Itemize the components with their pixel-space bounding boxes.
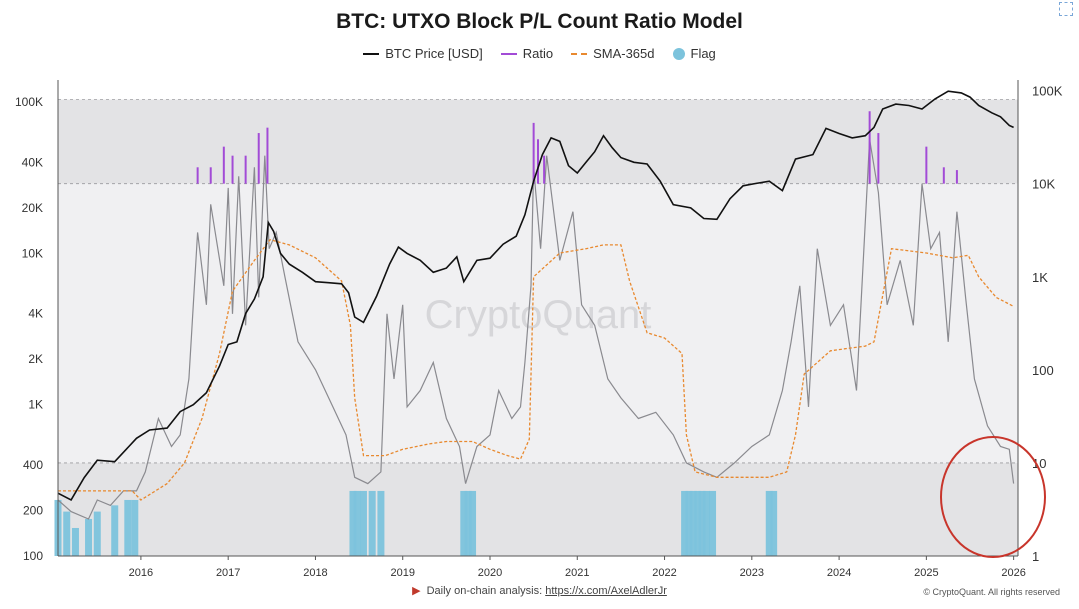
flag-bar: [124, 499, 132, 556]
legend-label-flag: Flag: [690, 46, 716, 61]
left-tick-label: 4K: [28, 307, 43, 321]
flag-bar: [698, 490, 706, 556]
legend-label-sma: SMA-365d: [593, 46, 655, 61]
flag-bar: [359, 490, 367, 556]
chart-title: BTC: UTXO Block P/L Count Ratio Model: [336, 10, 743, 33]
flag-bar: [111, 505, 119, 556]
legend-label-btc-price: BTC Price [USD]: [385, 46, 483, 61]
right-tick-label: 10: [1032, 456, 1046, 471]
x-tick-label: 2016: [129, 567, 153, 579]
price-line: [57, 90, 1014, 501]
footer-text: Daily on-chain analysis:: [426, 585, 546, 597]
axes-layer: 100K 40K 20K 10K 4K 2K 1K 400 200 100 100K 10K 1K 100…: [15, 80, 1063, 579]
x-tick-label: 2022: [652, 567, 676, 579]
legend-swatch-btc-price: [363, 52, 380, 55]
left-tick-label: 2K: [28, 352, 43, 366]
flag-bar: [63, 511, 71, 556]
watermark: CryptoQuant: [425, 293, 652, 337]
flag-bar: [131, 499, 139, 556]
left-tick-label: 400: [23, 458, 43, 472]
copyright: © CryptoQuant. All rights reserved: [923, 587, 1060, 597]
footer-link[interactable]: https://x.com/AxelAdlerJr: [545, 585, 667, 597]
legend-swatch-flag: [672, 47, 685, 60]
flag-bar: [469, 490, 477, 556]
chart-legend: BTC Price [USD] Ratio SMA-365d Flag: [0, 46, 1079, 61]
left-tick-label: 10K: [22, 246, 43, 260]
right-tick-label: 100K: [1032, 84, 1063, 99]
x-tick-label: 2017: [216, 567, 240, 579]
flag-layer: [54, 490, 778, 556]
x-tick-label: 2020: [478, 567, 502, 579]
flag-bar: [685, 490, 693, 556]
legend-swatch-ratio: [500, 52, 517, 55]
flag-bar: [770, 490, 778, 556]
right-tick-label: 100: [1032, 363, 1054, 378]
x-tick-label: 2026: [1001, 567, 1025, 579]
x-tick-label: 2021: [565, 567, 589, 579]
sma-line: [58, 238, 1014, 501]
flag-bar: [681, 490, 689, 556]
legend-item-sma[interactable]: SMA-365d: [571, 46, 655, 61]
x-tick-label: 2019: [390, 567, 414, 579]
legend-item-btc-price[interactable]: BTC Price [USD]: [363, 46, 483, 61]
flag-bar: [464, 490, 472, 556]
right-tick-label: 1: [1032, 549, 1039, 564]
x-tick-label: 2025: [914, 567, 938, 579]
flag-bar: [93, 511, 101, 556]
flag-bar: [349, 490, 357, 556]
left-tick-label: 100: [23, 549, 43, 563]
x-tick-label: 2024: [827, 567, 851, 579]
x-tick-label: 2018: [303, 567, 327, 579]
series-layer: [57, 90, 1015, 520]
flag-bar: [702, 490, 710, 556]
left-tick-label: 20K: [22, 201, 43, 215]
legend-swatch-sma: [571, 52, 588, 55]
legend-item-flag[interactable]: Flag: [672, 46, 716, 61]
right-tick-label: 10K: [1032, 177, 1055, 192]
left-tick-label: 1K: [28, 398, 43, 412]
flag-icon: ▶: [412, 585, 421, 597]
flag-bar: [689, 490, 697, 556]
flag-bar: [377, 490, 385, 556]
highlight-circle: [940, 436, 1046, 558]
left-tick-label: 200: [23, 503, 43, 517]
left-tick-label: 100K: [15, 95, 43, 109]
flag-bar: [353, 490, 361, 556]
flag-bar: [71, 527, 79, 556]
x-tick-label: 2023: [740, 567, 764, 579]
legend-label-ratio: Ratio: [522, 46, 554, 61]
legend-item-ratio[interactable]: Ratio: [500, 46, 554, 61]
flag-bar: [709, 490, 717, 556]
flag-bar: [460, 490, 468, 556]
flag-bar: [368, 490, 376, 556]
band-2: [58, 462, 1018, 556]
band-1: [58, 183, 1018, 463]
flag-bar: [694, 490, 702, 556]
footer: ▶ Daily on-chain analysis: https://x.com/…: [0, 584, 1079, 597]
left-tick-label: 40K: [22, 155, 43, 169]
flag-bar: [765, 490, 773, 556]
flag-bar: [85, 518, 93, 556]
right-tick-label: 1K: [1032, 270, 1048, 285]
expand-icon[interactable]: [1059, 2, 1073, 16]
